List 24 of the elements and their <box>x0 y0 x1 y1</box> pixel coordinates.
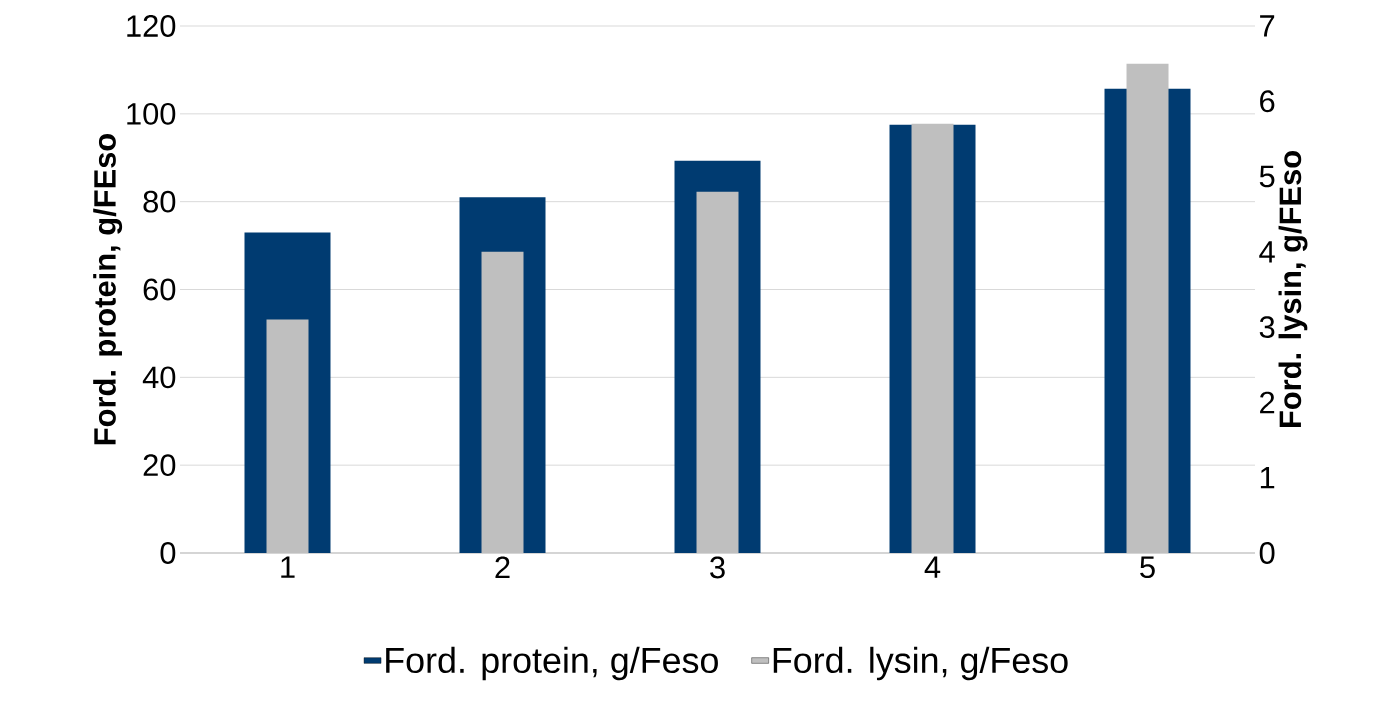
y2-tick-label: 3 <box>1259 316 1275 339</box>
y2-axis-title: Ford. lysin, g/FEso <box>1278 151 1308 427</box>
y-tick-label: 60 <box>143 278 176 301</box>
y-tick-label: 40 <box>142 366 176 389</box>
y2-tick-label: 6 <box>1260 90 1275 113</box>
y2-tick-label: 1 <box>1260 467 1275 489</box>
y-tick-label: 80 <box>143 190 176 213</box>
y-tick-label: 120 <box>127 15 176 37</box>
legend-label: Ford. protein, g/Feso <box>386 646 718 681</box>
y-tick-label: 100 <box>127 102 176 125</box>
y2-tick-label: 7 <box>1260 15 1275 37</box>
y-axis-title: Ford. protein, g/FEso <box>93 133 123 445</box>
y2-tick-label: 2 <box>1260 391 1275 414</box>
x-tick-label: 2 <box>495 556 510 579</box>
y2-tick-label: 5 <box>1259 165 1275 188</box>
x-tick-label: 1 <box>281 556 295 578</box>
y2-tick-label: 4 <box>1259 241 1275 263</box>
x-tick-label: 5 <box>1140 556 1155 579</box>
y-tick-label: 0 <box>160 542 176 564</box>
x-tick-label: 3 <box>710 556 725 579</box>
legend-label: Ford. lysin, g/Feso <box>773 646 1068 681</box>
y2-tick-label: 0 <box>1259 542 1275 564</box>
y-tick-label: 20 <box>143 454 176 477</box>
x-tick-label: 4 <box>924 556 941 578</box>
